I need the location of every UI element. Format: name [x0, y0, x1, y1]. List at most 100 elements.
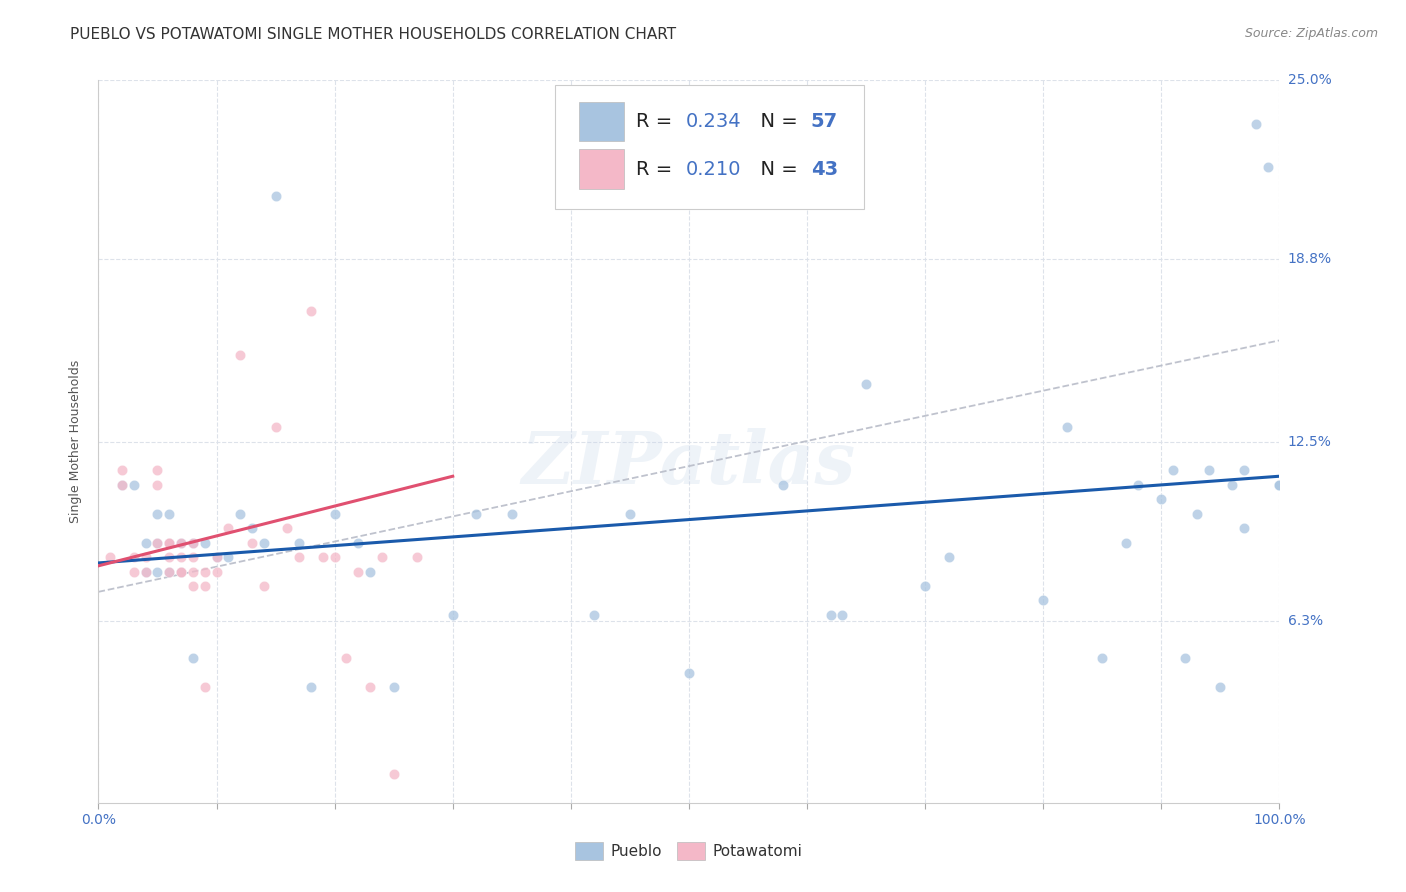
- Point: [157, 550, 180, 565]
- Point: [170, 535, 193, 549]
- Point: [111, 463, 134, 477]
- Point: [1091, 651, 1114, 665]
- Point: [240, 521, 263, 535]
- Point: [194, 535, 217, 549]
- Point: [181, 651, 204, 665]
- Point: [181, 535, 204, 549]
- Point: [253, 535, 276, 549]
- Text: 0.234: 0.234: [685, 112, 741, 131]
- Point: [1185, 507, 1208, 521]
- Point: [205, 550, 228, 565]
- FancyBboxPatch shape: [579, 149, 624, 189]
- Point: [229, 507, 252, 521]
- Text: 12.5%: 12.5%: [1288, 434, 1331, 449]
- Point: [157, 535, 180, 549]
- Point: [240, 535, 263, 549]
- Point: [146, 463, 169, 477]
- Point: [217, 550, 239, 565]
- Point: [157, 535, 180, 549]
- Point: [170, 550, 193, 565]
- Point: [347, 535, 370, 549]
- Text: 57: 57: [811, 112, 838, 131]
- Point: [323, 550, 346, 565]
- Point: [122, 550, 145, 565]
- Point: [146, 507, 169, 521]
- Point: [914, 579, 936, 593]
- Text: ZIPatlas: ZIPatlas: [522, 428, 856, 499]
- Point: [170, 565, 193, 579]
- Point: [406, 550, 429, 565]
- FancyBboxPatch shape: [579, 102, 624, 141]
- Point: [194, 579, 217, 593]
- Point: [111, 478, 134, 492]
- Point: [831, 607, 853, 622]
- Point: [229, 348, 252, 362]
- Point: [146, 565, 169, 579]
- Point: [619, 507, 641, 521]
- Point: [135, 535, 157, 549]
- Point: [465, 507, 488, 521]
- Point: [1244, 117, 1267, 131]
- Point: [146, 478, 169, 492]
- Point: [276, 521, 298, 535]
- Point: [181, 565, 204, 579]
- Point: [157, 565, 180, 579]
- Point: [205, 550, 228, 565]
- Point: [135, 565, 157, 579]
- Point: [382, 767, 405, 781]
- Point: [501, 507, 523, 521]
- Point: [135, 565, 157, 579]
- Point: [1126, 478, 1149, 492]
- Point: [157, 507, 180, 521]
- Point: [359, 565, 381, 579]
- Point: [1220, 478, 1243, 492]
- Point: [1233, 463, 1256, 477]
- Text: R =: R =: [636, 160, 678, 178]
- Point: [382, 680, 405, 694]
- Point: [264, 189, 287, 203]
- Point: [299, 680, 322, 694]
- Point: [146, 535, 169, 549]
- Point: [288, 535, 311, 549]
- Point: [312, 550, 335, 565]
- Text: 0.210: 0.210: [685, 160, 741, 178]
- Point: [170, 535, 193, 549]
- Point: [157, 565, 180, 579]
- Point: [181, 550, 204, 565]
- Point: [359, 680, 381, 694]
- Text: 18.8%: 18.8%: [1288, 252, 1331, 267]
- Point: [1209, 680, 1232, 694]
- Point: [1257, 160, 1279, 174]
- Legend: Pueblo, Potawatomi: Pueblo, Potawatomi: [568, 835, 810, 867]
- Y-axis label: Single Mother Households: Single Mother Households: [69, 359, 83, 524]
- Text: N =: N =: [748, 160, 804, 178]
- Point: [1268, 478, 1291, 492]
- Point: [170, 565, 193, 579]
- Point: [111, 478, 134, 492]
- Text: 6.3%: 6.3%: [1288, 614, 1323, 628]
- Text: PUEBLO VS POTAWATOMI SINGLE MOTHER HOUSEHOLDS CORRELATION CHART: PUEBLO VS POTAWATOMI SINGLE MOTHER HOUSE…: [70, 27, 676, 42]
- Point: [135, 550, 157, 565]
- Text: 43: 43: [811, 160, 838, 178]
- Point: [1115, 535, 1137, 549]
- Point: [122, 478, 145, 492]
- Point: [122, 565, 145, 579]
- Text: 25.0%: 25.0%: [1288, 73, 1331, 87]
- FancyBboxPatch shape: [555, 86, 863, 209]
- Point: [181, 579, 204, 593]
- Point: [157, 535, 180, 549]
- Point: [181, 535, 204, 549]
- Point: [253, 579, 276, 593]
- Point: [678, 665, 700, 680]
- Point: [1174, 651, 1197, 665]
- Point: [170, 565, 193, 579]
- Point: [194, 680, 217, 694]
- Point: [299, 304, 322, 318]
- Point: [441, 607, 464, 622]
- Point: [1198, 463, 1220, 477]
- Point: [1161, 463, 1184, 477]
- Point: [335, 651, 357, 665]
- Point: [772, 478, 794, 492]
- Point: [855, 376, 877, 391]
- Point: [1032, 593, 1054, 607]
